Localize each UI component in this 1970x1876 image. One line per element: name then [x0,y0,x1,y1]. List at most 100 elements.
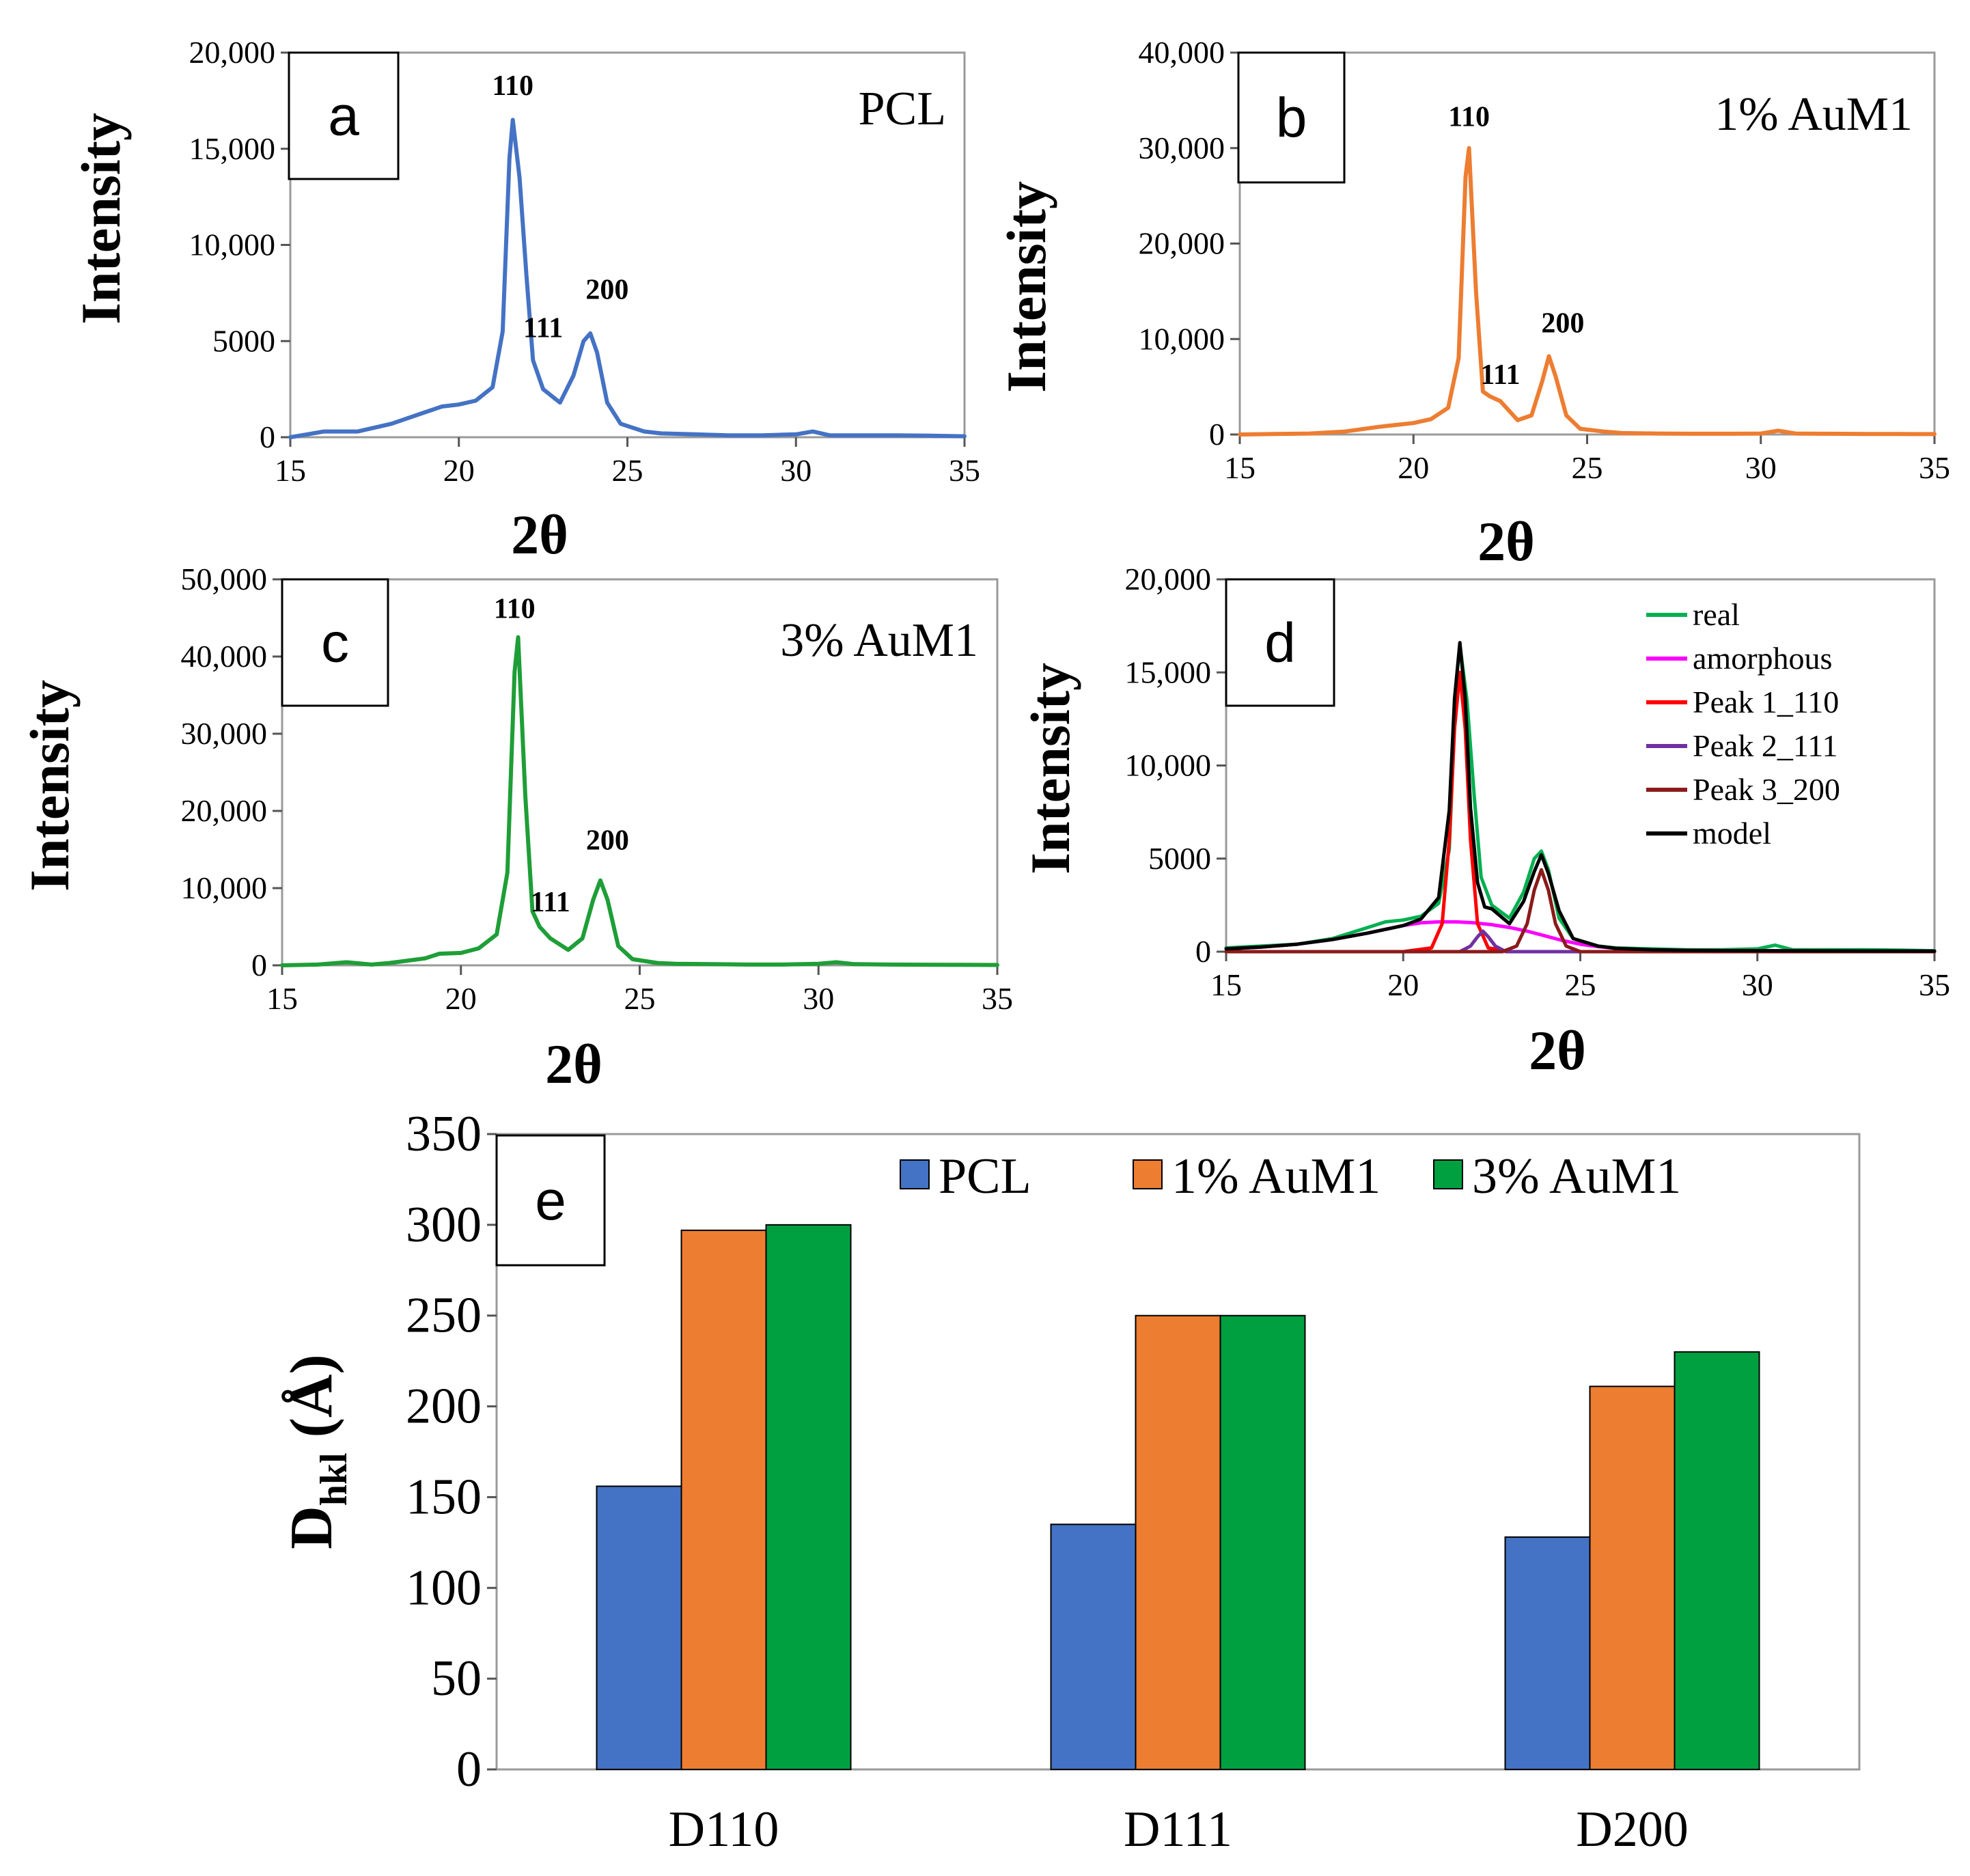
sample-label: 1% AuM1 [1715,88,1913,141]
x-axis-title: 2θ [511,504,568,566]
series-line-peak-1-110 [1224,670,1937,954]
legend-entry: 1% AuM1 [1171,1148,1381,1204]
y-tick-label: 250 [406,1288,482,1344]
x-tick-label: 20 [443,453,475,488]
panel-letter-box [288,51,400,180]
y-axis-title: Intensity [18,680,81,892]
y-tick-label: 150 [406,1469,482,1525]
series-line-peak-3-200 [1224,868,1937,954]
bar-pcl-d200 [1504,1536,1591,1771]
y-tick-label: 20,000 [1125,562,1212,596]
x-tick-label: 20 [1398,450,1429,485]
legend-entry: amorphous [1693,641,1832,676]
x-tick-label: 15 [275,453,306,488]
peak-label: 111 [1480,359,1520,391]
x-tick-label: 25 [612,453,643,488]
peak-label: 200 [585,274,628,305]
x-tick-label: 35 [1919,450,1950,485]
x-tick-label: 15 [1224,450,1255,485]
bar-1-aum1-d200 [1589,1385,1676,1771]
y-axis-title-subscript: hkl [313,1452,355,1506]
y-tick-label: 50,000 [181,562,268,596]
y-tick-label: 20,000 [1139,226,1225,261]
panel-d: 0 5000 10,000 15,000 20,000 15 20 25 30 35 2θ Inten… [1019,562,1950,1081]
peak-label: 200 [586,825,629,857]
bar-pcl-d110 [596,1485,682,1770]
x-category-label: D111 [1124,1802,1232,1858]
y-tick-label: 0 [1209,417,1225,452]
panel-letter: e [535,1170,566,1232]
peak-label: 110 [492,70,533,102]
peak-label: 111 [523,313,563,344]
series-line-peak-2-111 [1224,929,1937,954]
y-tick-label: 15,000 [189,131,276,166]
x-tick-label: 35 [982,981,1013,1016]
x-category-label: D200 [1576,1802,1688,1858]
panel-letter: a [328,85,359,148]
x-axis-title: 2θ [1529,1019,1586,1081]
x-tick-label: 30 [1745,450,1777,485]
y-tick-label: 0 [1195,934,1211,969]
panel-letter-box [1237,51,1346,184]
y-tick-label: 100 [406,1560,482,1616]
x-tick-label: 20 [445,981,477,1016]
y-tick-label: 40,000 [181,639,268,674]
y-tick-label: 40,000 [1139,35,1225,70]
y-tick-label: 350 [406,1106,482,1162]
x-tick-label: 25 [1572,450,1603,485]
legend-entry: Peak 1_110 [1693,685,1839,719]
panel-letter: b [1276,87,1307,149]
bar-3-aum1-d200 [1674,1351,1760,1771]
sample-label: 3% AuM1 [780,614,978,667]
series-line-pcl [288,118,967,439]
panel-letter: d [1264,612,1296,674]
peak-label: 110 [1448,102,1490,133]
y-tick-label: 20,000 [181,793,268,828]
panel-e: 0 50 100 150 200 250 300 350 D110 D111 D200 Dhkl (Å… [279,1106,1861,1858]
panel-a: 0 5000 10,000 15,000 20,000 15 20 25 30 35 2θ Inten… [70,35,980,566]
y-tick-label: 15,000 [1125,654,1212,689]
bar-1-aum1-d110 [680,1229,767,1771]
x-tick-label: 35 [949,453,980,488]
sample-label: PCL [859,83,946,135]
y-tick-label: 0 [456,1741,482,1797]
y-tick-label: 10,000 [181,870,268,905]
legend-entry: PCL [939,1148,1031,1204]
x-tick-label: 15 [1210,967,1242,1002]
y-tick-label: 30,000 [181,716,268,751]
legend-entry: Peak 2_111 [1693,728,1838,763]
y-tick-label: 30,000 [1139,130,1225,165]
y-tick-label: 10,000 [189,227,276,262]
bar-3-aum1-d111 [1219,1314,1306,1770]
x-tick-label: 35 [1919,967,1950,1002]
series-line-3-aum1 [280,635,999,967]
series-line-1-aum1 [1238,146,1937,437]
legend-swatch [900,1159,930,1189]
x-category-label: D110 [669,1802,779,1858]
panel-letter-box [281,578,389,707]
legend-entry: 3% AuM1 [1472,1148,1681,1204]
panel-c: 0 10,000 20,000 30,000 40,000 50,000 15 20 25 30 3… [18,562,1013,1095]
panel-letter-box [495,1134,606,1267]
panel-b: 0 10,000 20,000 30,000 40,000 15 20 25 30 35 2θ Int… [995,35,1950,573]
y-tick-label: 0 [260,419,275,454]
series-line-model [1224,641,1937,953]
panel-letter-box [1225,578,1335,707]
y-axis-title-unit: (Å) [279,1354,345,1452]
y-tick-label: 20,000 [189,35,276,70]
x-tick-label: 25 [1565,967,1596,1002]
y-tick-label: 300 [406,1197,482,1253]
y-tick-label: 10,000 [1139,321,1225,356]
y-tick-label: 10,000 [1125,748,1212,783]
peak-label: 200 [1541,307,1584,339]
peak-label: 110 [494,594,536,625]
x-tick-label: 30 [1742,967,1773,1002]
x-axis-title: 2θ [545,1033,602,1095]
legend-entry: model [1693,816,1771,851]
y-tick-label: 5000 [1148,841,1211,876]
x-tick-label: 25 [624,981,656,1016]
y-tick-label: 50 [431,1651,482,1707]
legend-entry: real [1693,597,1740,632]
bar-3-aum1-d110 [765,1224,852,1771]
